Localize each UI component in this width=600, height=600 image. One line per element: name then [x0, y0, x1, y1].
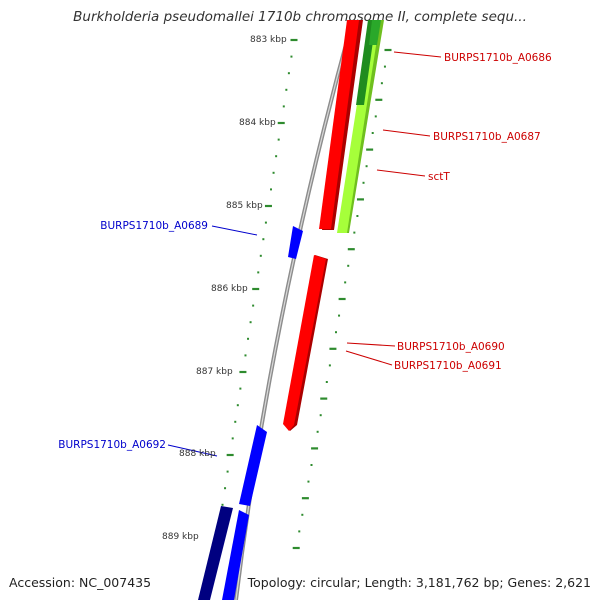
gene-light-green[interactable] — [337, 20, 380, 233]
backbone-inner — [235, 21, 353, 600]
gene-label-a0686[interactable]: BURPS1710b_A0686 — [444, 52, 552, 64]
gene-label-a0687[interactable]: BURPS1710b_A0687 — [433, 131, 541, 143]
tick-marks — [213, 38, 392, 556]
gene-blue-large[interactable] — [239, 425, 267, 506]
leader-a0690 — [346, 342, 396, 347]
accession-text: Accession: NC_007435 — [9, 575, 152, 590]
backbone-outer — [234, 21, 354, 600]
gene-label-sctt[interactable]: sctT — [428, 171, 450, 183]
gene-label-a0691[interactable]: BURPS1710b_A0691 — [394, 360, 502, 372]
gene-label-a0692[interactable]: BURPS1710b_A0692 — [58, 439, 166, 451]
gene-red-lower[interactable] — [283, 255, 326, 431]
leader-scttT — [376, 169, 426, 177]
gene-label-a0689[interactable]: BURPS1710b_A0689 — [100, 220, 208, 232]
kbp-label-883: 883 kbp — [250, 35, 287, 45]
gene-dark-green-top[interactable] — [369, 20, 381, 45]
gene-blue-small[interactable] — [288, 226, 303, 259]
kbp-labels: 883 kbp 884 kbp 885 kbp 886 kbp 887 kbp … — [162, 35, 287, 542]
gene-label-a0690[interactable]: BURPS1710b_A0690 — [397, 341, 505, 353]
kbp-label-884: 884 kbp — [239, 118, 276, 128]
gene-red-upper[interactable] — [319, 20, 359, 229]
leader-a0692 — [167, 444, 218, 457]
map-title: Burkholderia pseudomallei 1710b chromoso… — [73, 9, 527, 25]
leader-a0691 — [345, 350, 393, 366]
forward-genes — [283, 20, 384, 431]
leader-a0689 — [211, 225, 258, 236]
kbp-label-889: 889 kbp — [162, 532, 199, 542]
reverse-genes — [198, 226, 303, 600]
kbp-label-885: 885 kbp — [226, 201, 263, 211]
kbp-label-888: 888 kbp — [179, 449, 216, 459]
kbp-label-886: 886 kbp — [211, 284, 248, 294]
gene-labels: BURPS1710b_A0686 BURPS1710b_A0687 sctT B… — [58, 51, 552, 457]
leader-a0687 — [382, 129, 431, 137]
leader-a0686 — [393, 51, 442, 58]
sequence-info-text: Topology: circular; Length: 3,181,762 bp… — [247, 575, 591, 590]
gene-navy[interactable] — [198, 506, 233, 600]
gene-blue-bottom[interactable] — [222, 510, 249, 600]
kbp-label-887: 887 kbp — [196, 367, 233, 377]
